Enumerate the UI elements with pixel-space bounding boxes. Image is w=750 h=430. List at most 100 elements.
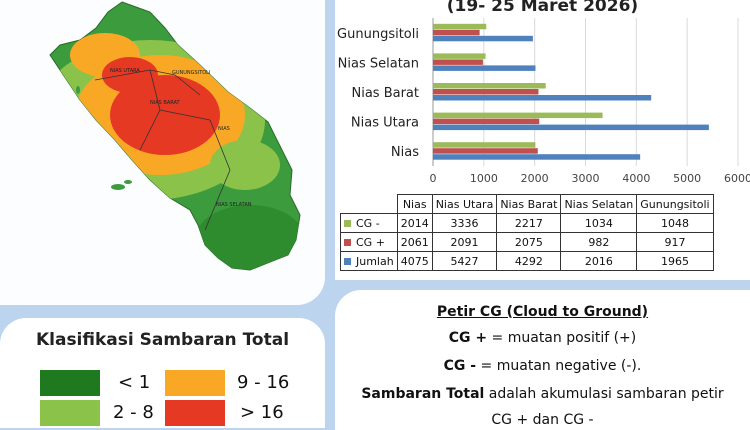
legend-title: Klasifikasi Sambaran Total — [35, 330, 290, 350]
note-heading: Petir CG (Cloud to Ground) — [436, 304, 649, 320]
x-tick-label: 5000 — [673, 172, 701, 185]
table-cell: 2061 — [396, 232, 433, 252]
row-label-text: CG + — [356, 235, 385, 249]
data-table: Nias Nias Utara Nias Barat Nias Selatan … — [340, 194, 714, 271]
note-cut-line: CG + dan CG - — [491, 412, 594, 428]
bar-cg--nias-selatan — [433, 59, 483, 65]
bar-cg--nias-selatan — [433, 53, 486, 59]
x-tick-label: 1000 — [470, 172, 498, 185]
cg-minus-term: CG - — [443, 358, 477, 374]
x-tick-label: 0 — [430, 172, 437, 185]
region-label-nias-selatan: NIAS SELATAN — [216, 202, 252, 208]
bar-jumlah-gunungsitoli — [433, 35, 533, 42]
region-label-nias-barat: NIAS BARAT — [150, 100, 181, 106]
table-cell: 2217 — [496, 213, 562, 233]
note-panel: Petir CG (Cloud to Ground) CG + = muatan… — [335, 290, 750, 430]
cg-minus-def: = muatan negative (-). — [476, 358, 642, 374]
cg-plus-key-icon — [344, 239, 351, 246]
note-cg-minus: CG - = muatan negative (-). — [335, 358, 750, 374]
legend-swatch-2-8 — [40, 400, 100, 426]
bar-jumlah-nias-barat — [433, 95, 652, 101]
table-cell: 5427 — [431, 251, 498, 271]
region-label-gunungsitoli: GUNUNGSITOLI — [172, 70, 210, 76]
region-label-nias: NIAS — [218, 126, 230, 132]
row-label-text: Jumlah — [356, 254, 394, 268]
map-panel: NIAS UTARA GUNUNGSITOLI NIAS BARAT NIAS … — [0, 0, 325, 305]
table-cell: 1048 — [636, 213, 714, 233]
lightning-density-map: NIAS UTARA GUNUNGSITOLI NIAS BARAT NIAS … — [49, 1, 301, 271]
col-header: Nias Selatan — [560, 194, 638, 214]
bar-chart: 0 1000 2000 3000 4000 5000 6000 Nias Nias Utara N… — [337, 18, 750, 185]
table-cell: 4075 — [396, 251, 433, 271]
table-cell: 3336 — [431, 213, 498, 233]
note-cg-plus: CG + = muatan positif (+) — [335, 330, 750, 346]
bar-cg--nias-barat — [433, 89, 539, 95]
total-def: adalah akumulasi sambaran petir — [484, 386, 724, 402]
table-cell: 2016 — [560, 251, 638, 271]
bar-cg--gunungsitoli — [433, 23, 487, 30]
y-category-label: Nias — [391, 145, 419, 160]
table-cell: 4292 — [496, 251, 562, 271]
bar-jumlah-nias-selatan — [433, 65, 536, 71]
row-label: Jumlah — [340, 251, 398, 271]
table-row-cg-minus: CG - 2014 3336 2217 1034 1048 — [340, 213, 714, 233]
small-island — [111, 184, 125, 190]
table-cell: 982 — [560, 232, 638, 252]
row-label-text: CG - — [356, 216, 380, 230]
chart-title: (19- 25 Maret 2026) — [446, 0, 639, 16]
table-header-row: Nias Nias Utara Nias Barat Nias Selatan … — [341, 194, 714, 214]
cg-minus-key-icon — [344, 220, 351, 227]
col-header: Nias — [396, 194, 433, 214]
col-header: Gunungsitoli — [636, 194, 714, 214]
row-label: CG - — [340, 213, 398, 233]
total-term: Sambaran Total — [361, 386, 485, 402]
bar-cg--gunungsitoli — [433, 29, 480, 36]
x-tick-label: 6000 — [724, 172, 750, 185]
cg-plus-term: CG + — [448, 330, 488, 346]
zone-gt16-north — [102, 57, 158, 93]
legend-label-gt16: > 16 — [240, 402, 284, 423]
zone-gt16 — [110, 75, 220, 155]
y-category-label: Gunungsitoli — [337, 27, 419, 42]
table-cell: 1965 — [636, 251, 714, 271]
region-label-nias-utara: NIAS UTARA — [110, 68, 140, 74]
x-tick-label: 2000 — [521, 172, 549, 185]
legend-swatch-gt16 — [165, 400, 225, 426]
x-tick-label: 3000 — [572, 172, 600, 185]
bar-jumlah-nias — [433, 154, 641, 160]
table-row-jumlah: Jumlah 4075 5427 4292 2016 1965 — [340, 251, 714, 271]
bar-jumlah-nias-utara — [433, 124, 709, 131]
district-border — [94, 69, 231, 231]
table-row-cg-plus: CG + 2061 2091 2075 982 917 — [340, 232, 714, 252]
legend-label-lt1: < 1 — [118, 372, 151, 393]
table-cell: 2091 — [431, 232, 498, 252]
legend-panel: Klasifikasi Sambaran Total < 1 9 - 16 2 … — [0, 318, 325, 428]
bar-cg--nias — [433, 142, 536, 148]
col-header: Nias Utara — [431, 194, 498, 214]
col-header: Nias Barat — [496, 194, 562, 214]
bar-cg--nias-utara — [433, 112, 603, 119]
table-corner — [341, 195, 398, 214]
x-tick-label: 4000 — [622, 172, 650, 185]
small-island — [124, 180, 132, 184]
table-cell: 1034 — [560, 213, 638, 233]
legend-swatch-9-16 — [165, 370, 225, 396]
table-cell: 917 — [636, 232, 714, 252]
zone-lt1-south — [195, 205, 300, 270]
note-total: Sambaran Total adalah akumulasi sambaran… — [335, 386, 750, 402]
jumlah-key-icon — [344, 258, 351, 265]
y-category-label: Nias Selatan — [338, 56, 419, 71]
table-cell: 2014 — [396, 213, 433, 233]
cg-plus-def: = muatan positif (+) — [487, 330, 637, 346]
y-category-label: Nias Barat — [351, 86, 419, 101]
y-category-label: Nias Utara — [351, 116, 419, 131]
small-island — [76, 86, 80, 94]
bar-cg--nias-barat — [433, 83, 546, 89]
row-label: CG + — [340, 232, 398, 252]
table-cell: 2075 — [496, 232, 562, 252]
legend-swatch-lt1 — [40, 370, 100, 396]
zone-2-8-east — [210, 140, 280, 190]
legend-label-9-16: 9 - 16 — [237, 372, 290, 393]
bar-cg--nias — [433, 148, 538, 154]
bar-cg--nias-utara — [433, 118, 540, 125]
